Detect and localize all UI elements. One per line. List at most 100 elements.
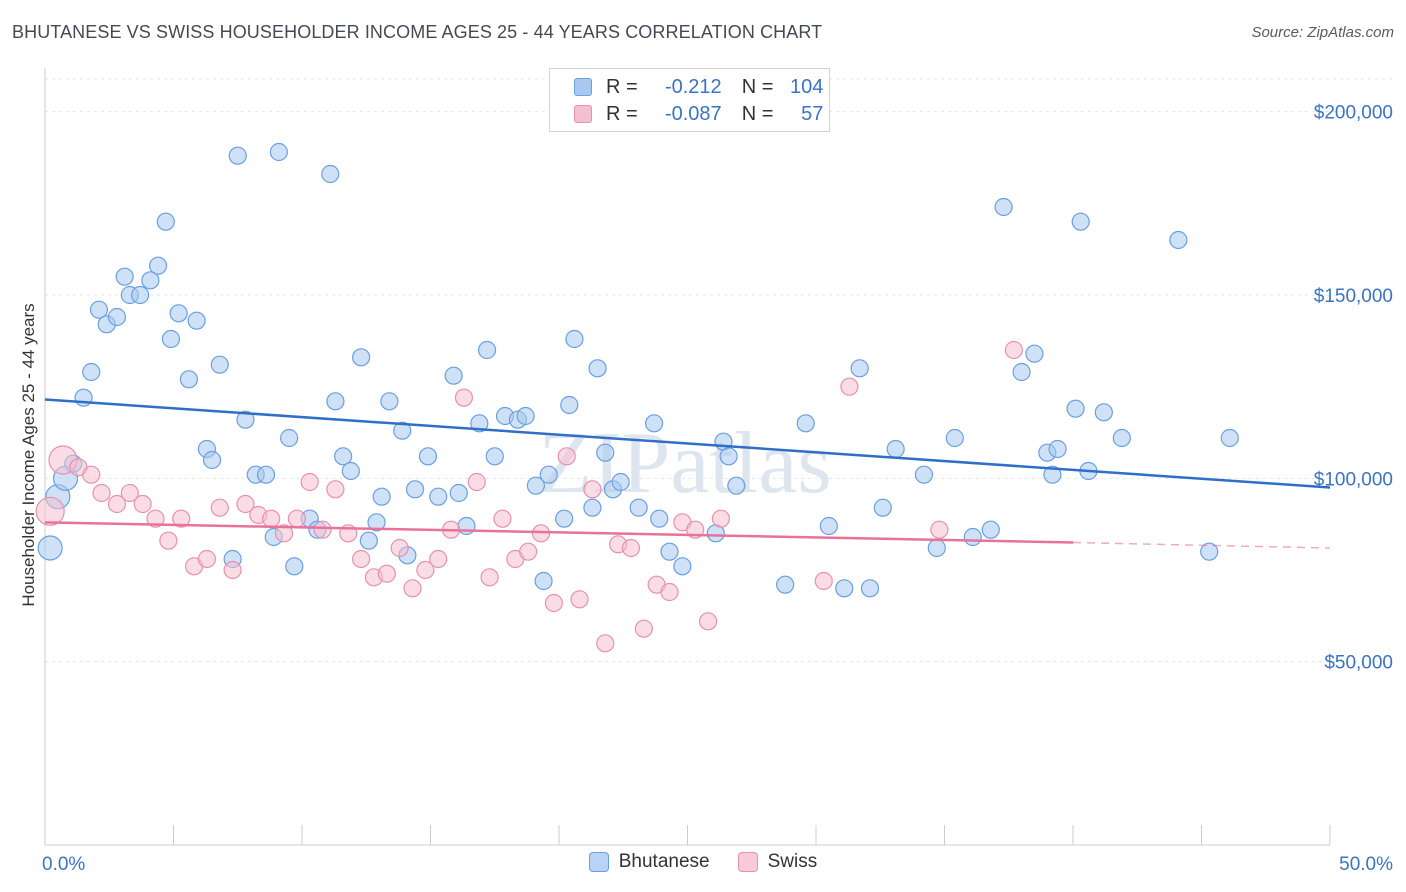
legend-r-value: -0.087 [664, 102, 722, 125]
swiss-point [35, 496, 65, 526]
y-tick-label: $100,000 [1314, 469, 1393, 490]
series-legend: Bhutanese Swiss [0, 851, 1406, 873]
bhutanese-point [326, 392, 345, 411]
swiss-point [92, 483, 111, 503]
y-tick-label: $200,000 [1314, 103, 1393, 124]
legend-row-swiss: R = -0.087 N = 57 [574, 101, 823, 127]
bhutanese-point [156, 212, 175, 231]
legend-label-swiss: Swiss [767, 851, 818, 872]
legend-row-bhutanese: R = -0.212 N = 104 [574, 74, 823, 100]
legend-swatch-swiss [574, 105, 592, 123]
swiss-point [557, 447, 576, 466]
bhutanese-point [583, 498, 602, 517]
swiss-points [35, 340, 1023, 653]
bhutanese-point [115, 267, 134, 286]
bhutanese-point [660, 542, 679, 561]
swiss-point [711, 509, 731, 528]
bhutanese-point [179, 370, 199, 389]
bhutanese-point [380, 392, 399, 411]
bhutanese-point [37, 535, 63, 561]
bhutanese-point [927, 538, 946, 558]
swiss-trend-line [44, 521, 1074, 544]
chart-title: BHUTANESE VS SWISS HOUSEHOLDER INCOME AG… [12, 22, 823, 42]
bhutanese-point [210, 355, 229, 374]
swiss-point [326, 480, 345, 499]
bhutanese-point [539, 465, 558, 484]
swiss-point [377, 564, 396, 583]
swiss-point [107, 494, 127, 514]
bhutanese-point [405, 480, 425, 499]
swiss-point [570, 590, 589, 609]
swiss-point [583, 480, 602, 499]
bhutanese-point [565, 329, 584, 349]
swiss-point [133, 494, 152, 514]
bhutanese-point [1025, 344, 1044, 363]
bhutanese-points [37, 109, 1239, 598]
bhutanese-point [228, 146, 247, 165]
bhutanese-point [1220, 428, 1239, 448]
swiss-point [814, 571, 833, 591]
bhutanese-point [963, 527, 982, 547]
legend-n-value: 104 [790, 75, 824, 98]
bhutanese-point [82, 362, 101, 382]
bhutanese-point [269, 142, 288, 162]
bhutanese-point [819, 516, 838, 536]
bhutanese-point [1071, 212, 1090, 231]
swiss-point [313, 520, 332, 539]
bhutanese-point [719, 447, 738, 466]
y-tick-label: $50,000 [1324, 653, 1393, 674]
bhutanese-point [1066, 399, 1085, 418]
swiss-point [262, 509, 281, 528]
bhutanese-point [644, 414, 664, 433]
bhutanese-point [1043, 465, 1062, 484]
bhutanese-point [334, 447, 353, 466]
bhutanese-point [945, 428, 964, 448]
swiss-point [390, 538, 409, 558]
swiss-point [352, 549, 371, 569]
bhutanese-point [994, 197, 1013, 217]
swiss-point [660, 582, 679, 602]
y-tick-label: $150,000 [1314, 286, 1393, 307]
swiss-point [159, 531, 178, 550]
swiss-point [621, 538, 641, 558]
swiss-point [274, 524, 294, 543]
swiss-point [544, 593, 563, 613]
swiss-point [1004, 340, 1023, 360]
swiss-point [698, 612, 718, 631]
bhutanese-point [835, 579, 854, 598]
legend-swatch-bhutanese [574, 78, 592, 96]
bhutanese-point [860, 579, 880, 598]
swiss-point [519, 542, 538, 561]
legend-r-value: -0.212 [664, 75, 722, 98]
bhutanese-point [1112, 428, 1131, 448]
bhutanese-point [1200, 542, 1219, 561]
bhutanese-point [534, 571, 553, 591]
bhutanese-point [341, 461, 360, 481]
correlation-legend: R = -0.212 N = 104 R = -0.087 N = 57 [549, 68, 830, 132]
bhutanese-point [485, 447, 504, 466]
swiss-point [82, 465, 101, 484]
bhutanese-point [560, 395, 579, 415]
legend-n-value: 57 [801, 102, 824, 125]
legend-n-label: N = [741, 102, 774, 125]
bhutanese-point [89, 300, 109, 319]
swiss-point [120, 483, 139, 503]
bhutanese-point [588, 359, 607, 378]
bhutanese-point [256, 465, 276, 484]
bhutanese-point [359, 531, 378, 550]
x-tick-label-max: 50.0% [1339, 854, 1393, 875]
bhutanese-point [107, 307, 127, 327]
swiss-point [493, 509, 512, 528]
bhutanese-point [449, 483, 468, 503]
swiss-point [223, 560, 242, 580]
swiss-point [416, 560, 435, 580]
bhutanese-point [727, 476, 746, 495]
bhutanese-trend-line [44, 398, 1331, 489]
bhutanese-point [148, 256, 168, 275]
swiss-point [403, 579, 422, 598]
bhutanese-point [611, 472, 630, 492]
bhutanese-point [776, 575, 795, 594]
bhutanese-point [280, 428, 299, 448]
bhutanese-point [673, 557, 692, 576]
bhutanese-point [629, 498, 648, 517]
